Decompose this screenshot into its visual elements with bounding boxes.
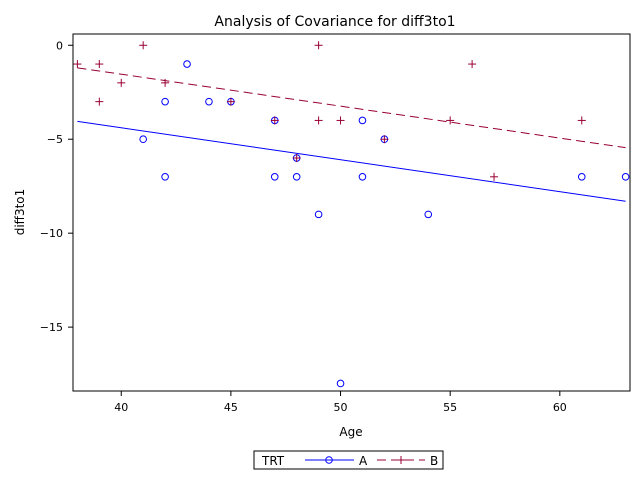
point-a (183, 60, 191, 68)
point-b (468, 60, 477, 69)
point-b (292, 154, 301, 163)
point-b (336, 116, 345, 125)
point-b (73, 60, 82, 69)
y-axis-label: diff3to1 (13, 189, 27, 236)
legend-title: TRT (261, 454, 285, 468)
x-tick-label: 45 (224, 401, 238, 414)
point-b (161, 78, 170, 87)
point-a (139, 135, 147, 144)
data-markers (73, 41, 630, 388)
point-b (380, 135, 389, 144)
y-tick-label: −5 (47, 133, 63, 146)
x-tick-label: 55 (443, 401, 457, 414)
point-b (314, 116, 323, 125)
fit-line-b (77, 67, 626, 149)
legend-marker-a (325, 456, 333, 464)
point-a (161, 97, 169, 106)
point-a (314, 210, 323, 219)
plot-frame (72, 33, 631, 392)
point-b (139, 41, 148, 50)
point-b (446, 116, 455, 125)
y-tick-label: −10 (40, 227, 63, 240)
x-axis-label: Age (339, 425, 362, 439)
y-axis: 0 −5 −10 −15 (40, 39, 73, 334)
x-axis: 40 45 50 55 60 (114, 391, 567, 414)
point-b (95, 97, 104, 106)
point-b (270, 116, 279, 125)
y-tick-label: 0 (56, 39, 63, 52)
point-a (577, 173, 586, 181)
point-b (314, 41, 323, 50)
x-tick-label: 60 (553, 401, 567, 414)
x-tick-label: 50 (334, 401, 348, 414)
chart-title: Analysis of Covariance for diff3to1 (214, 14, 455, 30)
point-b (226, 97, 235, 106)
point-a (161, 173, 169, 181)
point-a (270, 173, 279, 181)
point-a (358, 173, 367, 181)
point-a (621, 173, 630, 181)
point-a (292, 173, 301, 181)
fit-lines (77, 67, 626, 202)
point-a (424, 210, 433, 219)
legend-marker-b (397, 456, 405, 464)
point-b (117, 78, 126, 87)
point-a (336, 379, 345, 388)
point-b (95, 60, 104, 69)
fit-line-a (77, 120, 626, 202)
legend: TRT A B (253, 450, 444, 470)
x-tick-label: 40 (114, 401, 128, 414)
point-b (577, 116, 586, 125)
legend-label-b: B (430, 454, 438, 468)
legend-label-a: A (359, 454, 368, 468)
point-a (358, 116, 367, 125)
point-a (205, 97, 213, 106)
point-b (490, 172, 499, 181)
y-tick-label: −15 (40, 321, 63, 334)
